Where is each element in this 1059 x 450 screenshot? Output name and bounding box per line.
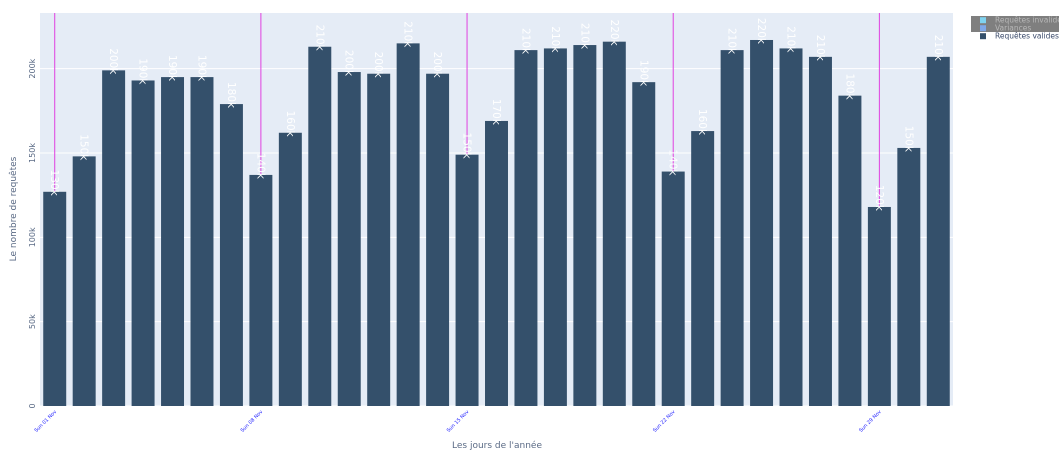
legend-swatch[interactable] xyxy=(980,33,986,40)
bar-value-label: 150k xyxy=(902,126,914,153)
legend-item-bg xyxy=(971,16,1059,24)
bar[interactable] xyxy=(102,70,126,406)
bar[interactable] xyxy=(543,48,567,407)
y-axis-ticks: 0 50k 100k 150k 200k xyxy=(28,58,37,408)
y-axis-title: Le nombre de requêtes xyxy=(8,156,19,261)
bar-value-label: 210k xyxy=(402,21,414,48)
bars xyxy=(43,39,950,407)
bar-value-label: 150k xyxy=(461,133,473,160)
bar-value-label: 180k xyxy=(225,82,237,109)
bar[interactable] xyxy=(720,50,744,406)
bar-value-label: 130k xyxy=(48,170,60,197)
y-tick-label: 100k xyxy=(28,227,37,247)
x-tick-label: Sun 15 Nov xyxy=(446,409,471,434)
bar-value-label: 210k xyxy=(549,26,561,53)
bar-value-label: 200k xyxy=(343,50,355,77)
x-axis-title: Les jours de l'année xyxy=(452,440,542,450)
bar[interactable] xyxy=(396,43,420,407)
bar[interactable] xyxy=(131,80,155,407)
bar-value-label: 140k xyxy=(667,149,679,176)
bar[interactable] xyxy=(455,154,479,406)
bar-value-label: 200k xyxy=(431,52,443,79)
bar-labels: 130k 150k 200k 190k 190k 190k 180k 140k 160k 210k… xyxy=(48,18,944,212)
bar[interactable] xyxy=(485,120,508,407)
bar[interactable] xyxy=(602,41,626,406)
bar[interactable] xyxy=(779,48,803,407)
legend-item-bg xyxy=(971,24,1059,32)
bar-value-label: 200k xyxy=(107,48,119,75)
bar-value-label: 210k xyxy=(519,28,531,55)
bar[interactable] xyxy=(897,147,921,407)
y-tick-label: 150k xyxy=(28,143,37,163)
bar[interactable] xyxy=(691,131,715,406)
bar-value-label: 210k xyxy=(932,35,944,62)
bar[interactable] xyxy=(278,132,302,406)
x-tick-label: Sun 08 Nov xyxy=(240,409,265,434)
legend-swatch[interactable] xyxy=(980,17,986,24)
bar-value-label: 210k xyxy=(814,35,826,62)
bar-value-label: 150k xyxy=(78,134,90,161)
bar-value-label: 140k xyxy=(254,153,266,180)
y-tick-label: 200k xyxy=(28,58,37,78)
bar[interactable] xyxy=(514,50,538,406)
bar-value-label: 210k xyxy=(578,23,590,50)
bar-value-label: 220k xyxy=(608,20,620,47)
legend-label[interactable]: Variances xyxy=(995,24,1031,33)
bar-value-label: 220k xyxy=(755,18,767,45)
bar[interactable] xyxy=(632,82,656,406)
bar-value-label: 200k xyxy=(372,52,384,79)
bar-value-label: 210k xyxy=(726,28,738,55)
bar[interactable] xyxy=(426,73,450,406)
bar-value-label: 160k xyxy=(284,111,296,138)
legend-label[interactable]: Requêtes invalides xyxy=(995,16,1059,25)
bar-value-label: 160k xyxy=(696,109,708,136)
bar-value-label: 120k xyxy=(873,185,885,212)
bar[interactable] xyxy=(43,191,67,406)
bar-value-label: 190k xyxy=(637,60,649,87)
bar-value-label: 190k xyxy=(137,58,149,85)
bar[interactable] xyxy=(72,156,96,406)
x-axis-ticks: Sun 01 Nov Sun 08 Nov Sun 15 Nov Sun 22 Nov… xyxy=(34,409,883,434)
bar-value-label: 180k xyxy=(843,74,855,101)
legend-label[interactable]: Requêtes valides xyxy=(995,32,1059,41)
x-tick-label: Sun 29 Nov xyxy=(858,409,883,434)
y-tick-label: 0 xyxy=(28,403,37,408)
y-tick-label: 50k xyxy=(28,314,37,329)
x-tick-label: Sun 22 Nov xyxy=(652,409,677,434)
bar-value-label: 210k xyxy=(313,25,325,52)
bar-value-label: 170k xyxy=(490,99,502,126)
bar[interactable] xyxy=(161,77,185,406)
bar[interactable] xyxy=(661,171,685,406)
bar[interactable] xyxy=(249,174,273,406)
bar[interactable] xyxy=(867,206,891,406)
bar-value-label: 210k xyxy=(785,26,797,53)
bar[interactable] xyxy=(838,95,862,406)
bar[interactable] xyxy=(750,39,774,407)
bar[interactable] xyxy=(808,56,832,407)
bar[interactable] xyxy=(926,56,950,407)
bar[interactable] xyxy=(190,77,214,406)
bar-value-label: 190k xyxy=(166,55,178,82)
bar-value-label: 190k xyxy=(195,55,207,82)
x-tick-label: Sun 01 Nov xyxy=(34,409,59,434)
bar[interactable] xyxy=(367,73,391,406)
legend-swatch[interactable] xyxy=(980,25,986,32)
bar[interactable] xyxy=(308,46,332,406)
bar[interactable] xyxy=(337,72,361,406)
bar[interactable] xyxy=(573,45,597,406)
bar[interactable] xyxy=(219,104,243,406)
